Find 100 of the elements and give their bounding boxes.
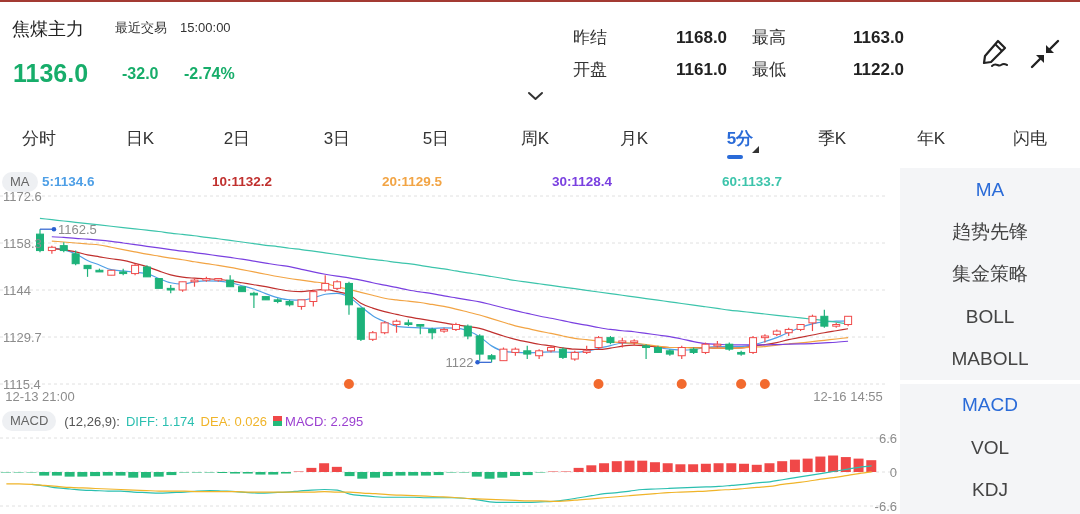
chart-title: MA xyxy=(2,172,38,192)
bar xyxy=(370,472,381,478)
bar xyxy=(128,472,139,478)
bar xyxy=(64,472,75,477)
bar xyxy=(140,472,151,478)
bar xyxy=(51,472,62,476)
bar xyxy=(153,472,164,477)
text: 1163.0 xyxy=(853,28,905,48)
bar xyxy=(599,463,610,472)
text: KDJ xyxy=(972,479,1008,501)
text: 昨结 xyxy=(573,28,607,48)
text: 30:1128.4 xyxy=(552,173,613,191)
candlestick xyxy=(642,343,651,360)
text: 5日 xyxy=(422,129,450,149)
bar xyxy=(764,463,775,472)
text: 日K xyxy=(125,129,155,149)
annotation: 1162.5 xyxy=(57,221,97,237)
text: 60:1133.7 xyxy=(722,173,783,191)
bar xyxy=(675,464,686,472)
text: 1161.0 xyxy=(676,60,728,80)
text: 趋势先锋 xyxy=(952,221,1028,243)
text: 3日 xyxy=(323,129,351,149)
bar xyxy=(637,460,648,472)
bar xyxy=(77,472,88,477)
text: 开盘 xyxy=(573,60,607,80)
text: MA xyxy=(975,179,1005,201)
text: 集金策略 xyxy=(952,263,1028,285)
text: 年K xyxy=(916,129,946,149)
legend-label: MACD: 2.295 xyxy=(285,413,364,429)
bar xyxy=(395,472,406,476)
legend-title: (12,26,9): xyxy=(64,413,120,429)
text: 最低 xyxy=(752,60,786,80)
bar xyxy=(802,458,813,472)
bar xyxy=(573,467,584,472)
bar xyxy=(420,472,431,476)
bar xyxy=(649,462,660,472)
y-tick-label: 1129.7 xyxy=(3,329,42,345)
bar xyxy=(433,472,444,476)
bar xyxy=(306,467,317,472)
bar xyxy=(484,472,495,479)
chart-title: MACD xyxy=(2,411,57,431)
y-tick-label: 0 xyxy=(889,464,897,480)
text: 10:1132.2 xyxy=(212,173,273,191)
text: BOLL xyxy=(965,306,1015,328)
bar xyxy=(115,472,126,476)
text: 1168.0 xyxy=(676,28,728,48)
y-tick-label: 6.6 xyxy=(878,430,897,446)
text: DIFF: 1.174 xyxy=(125,413,195,429)
text: 闪电 xyxy=(1013,129,1047,149)
bar xyxy=(102,472,113,476)
text: 5:1134.6 xyxy=(42,173,95,191)
bar xyxy=(471,472,482,477)
bar xyxy=(688,464,699,472)
bar xyxy=(751,464,762,472)
bar xyxy=(840,457,851,472)
text: 焦煤主力 xyxy=(12,18,84,40)
bar xyxy=(586,465,597,472)
bar xyxy=(268,472,279,475)
bar xyxy=(255,472,266,475)
text: 2日 xyxy=(223,129,251,149)
bar xyxy=(624,460,635,472)
bar xyxy=(344,472,355,477)
bar xyxy=(828,455,839,472)
text: 5分 xyxy=(726,129,754,149)
text: 月K xyxy=(619,129,649,149)
bar xyxy=(662,463,673,472)
y-tick-label: 1144 xyxy=(3,282,31,298)
bar xyxy=(726,463,737,472)
bar xyxy=(700,463,711,472)
text: 最近交易 xyxy=(115,19,167,36)
bar xyxy=(789,459,800,472)
bar xyxy=(815,456,826,472)
bar xyxy=(90,472,101,477)
text: 最高 xyxy=(752,28,786,48)
text: -32.0 xyxy=(122,64,159,84)
bar xyxy=(382,472,393,477)
bar xyxy=(522,472,533,476)
text: MACD xyxy=(962,394,1018,416)
candlestick xyxy=(760,333,769,344)
candlestick xyxy=(820,309,829,329)
x-tick-label: 12-13 21:00 xyxy=(5,389,75,404)
bar xyxy=(408,472,419,476)
text: 15:00:00 xyxy=(180,19,231,36)
text: 1122.0 xyxy=(853,60,905,80)
candlestick xyxy=(749,335,758,355)
candlestick xyxy=(344,281,353,316)
text: VOL xyxy=(970,437,1010,459)
candlestick xyxy=(475,333,484,362)
y-tick-label: 1115.4 xyxy=(3,376,41,392)
bar xyxy=(713,463,724,472)
bar xyxy=(509,472,520,477)
bar xyxy=(357,472,368,479)
bar xyxy=(777,461,788,472)
x-tick-label: 12-16 14:55 xyxy=(813,389,883,404)
bar xyxy=(331,466,342,472)
bar xyxy=(611,461,622,472)
text: DEA: 0.026 xyxy=(200,413,268,429)
bar xyxy=(739,463,750,472)
bar xyxy=(39,472,50,476)
y-tick-label: -6.6 xyxy=(874,498,897,514)
